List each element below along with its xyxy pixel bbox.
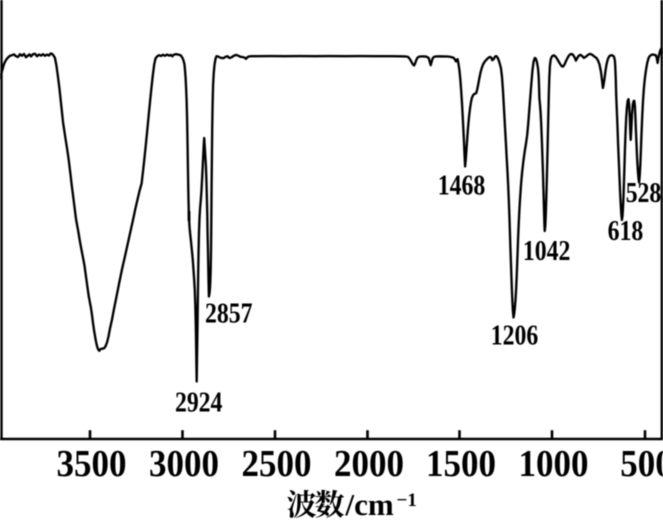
- svg-text:3000: 3000: [149, 442, 219, 485]
- svg-text:/cm: /cm: [345, 487, 394, 520]
- svg-text:−1: −1: [397, 490, 417, 511]
- svg-text:618: 618: [608, 215, 644, 246]
- svg-text:1468: 1468: [438, 170, 485, 201]
- svg-text:500: 500: [620, 442, 663, 485]
- svg-text:1206: 1206: [491, 320, 538, 351]
- svg-text:2000: 2000: [334, 442, 404, 485]
- svg-text:2500: 2500: [242, 442, 312, 485]
- svg-text:2857: 2857: [205, 298, 252, 329]
- svg-text:2924: 2924: [175, 387, 222, 418]
- svg-text:3500: 3500: [57, 442, 127, 485]
- svg-text:1500: 1500: [426, 442, 496, 485]
- svg-text:528: 528: [626, 177, 662, 208]
- svg-text:1000: 1000: [519, 442, 589, 485]
- svg-text:1042: 1042: [523, 235, 570, 266]
